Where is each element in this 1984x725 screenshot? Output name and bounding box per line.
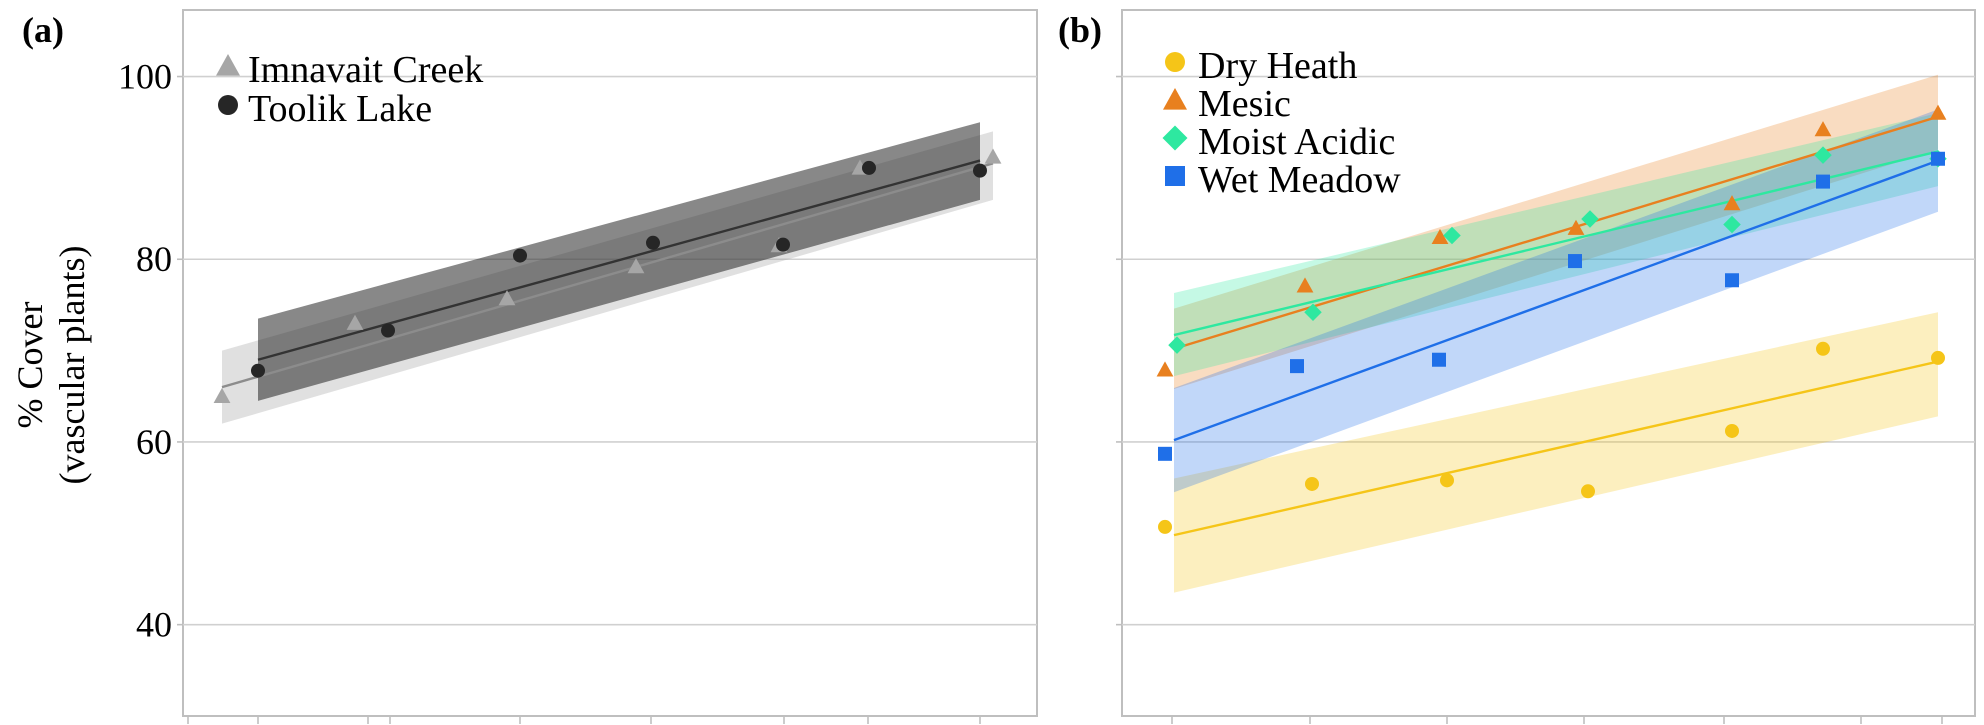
- y-tick-label-40: 40: [136, 605, 172, 645]
- data-point-dry-heath: [1158, 519, 1172, 534]
- data-point-wet-meadow: [1158, 446, 1172, 461]
- panel-b-series: [1156, 74, 1947, 593]
- data-point-moist-acidic: [1443, 226, 1461, 245]
- fit-line-wet-meadow: [1173, 159, 1939, 442]
- data-point-imnavait-creek: [627, 258, 645, 274]
- data-point-imnavait-creek: [213, 387, 231, 403]
- data-point-moist-acidic: [1723, 215, 1741, 234]
- y-axis-label-line-2: (vascular plants): [52, 246, 92, 485]
- panel-b-gridlines: [1116, 75, 1975, 626]
- legend-marker-wet-meadow: [1165, 166, 1185, 186]
- data-point-toolik-lake: [513, 248, 527, 263]
- data-point-mesic: [1723, 195, 1741, 211]
- panel-b-label: (b): [1058, 10, 1102, 50]
- panel-a-series: [213, 122, 1002, 424]
- y-tick-label-80: 80: [136, 239, 172, 279]
- y-axis-label-line-1: % Cover: [10, 302, 50, 429]
- legend-marker-dry-heath: [1165, 52, 1185, 72]
- data-point-moist-acidic: [1581, 210, 1599, 228]
- data-point-imnavait-creek: [498, 290, 516, 306]
- fit-line-mesic: [1173, 115, 1939, 350]
- confidence-band-dry-heath: [1174, 312, 1938, 593]
- data-point-moist-acidic: [1168, 336, 1186, 354]
- panel-b-x-ticks: [1171, 716, 1943, 724]
- confidence-band-moist-acidic: [1174, 113, 1938, 377]
- y-tick-label-100: 100: [118, 57, 172, 97]
- confidence-band-toolik-lake: [258, 122, 980, 401]
- legend-label-imnavait-creek: Imnavait Creek: [248, 49, 483, 91]
- fit-line-moist-acidic: [1173, 150, 1939, 337]
- data-point-mesic: [1431, 228, 1449, 245]
- data-point-mesic: [1296, 277, 1314, 293]
- data-point-mesic: [1156, 361, 1174, 377]
- panel-a: (a) % Cover (vascular plants) 406080100 …: [10, 9, 1038, 724]
- legend-label-mesic: Mesic: [1198, 83, 1291, 125]
- panel-a-x-ticks: [187, 716, 981, 724]
- data-point-wet-meadow: [1290, 359, 1304, 374]
- panel-a-label: (a): [22, 10, 64, 50]
- data-point-wet-meadow: [1725, 273, 1739, 288]
- legend-label-toolik-lake: Toolik Lake: [248, 88, 432, 130]
- data-point-wet-meadow: [1432, 352, 1446, 367]
- data-point-wet-meadow: [1816, 174, 1830, 189]
- data-point-dry-heath: [1725, 423, 1739, 438]
- panel-b-legend: Dry Heath Mesic Moist Acidic Wet Meadow: [1162, 45, 1401, 201]
- data-point-toolik-lake: [862, 160, 876, 175]
- legend-marker-imnavait-creek-shape: [216, 54, 240, 76]
- legend-label-dry-heath: Dry Heath: [1198, 45, 1357, 87]
- legend-marker-imnavait-creek: [216, 54, 240, 76]
- data-point-toolik-lake: [381, 323, 395, 338]
- data-point-dry-heath: [1581, 484, 1595, 499]
- legend-marker-moist-acidic: [1162, 125, 1188, 151]
- data-point-wet-meadow: [1568, 254, 1582, 269]
- data-point-toolik-lake: [776, 237, 790, 252]
- legend-marker-wet-meadow-shape: [1165, 166, 1185, 186]
- data-point-mesic: [1814, 121, 1832, 137]
- data-point-dry-heath: [1305, 476, 1319, 491]
- data-point-dry-heath: [1816, 341, 1830, 356]
- data-point-moist-acidic: [1814, 146, 1832, 164]
- panel-a-y-tick-labels: 40 60 80 100: [118, 57, 172, 645]
- data-point-toolik-lake: [646, 235, 660, 250]
- y-tick-label-60: 60: [136, 422, 172, 462]
- data-point-mesic: [1567, 219, 1585, 235]
- data-point-moist-acidic: [1304, 303, 1322, 321]
- panel-b: (b) Dry Heath Mesic Moist Acidic Wet Mea…: [1058, 9, 1976, 724]
- legend-marker-mesic-shape: [1163, 88, 1187, 110]
- data-point-dry-heath: [1931, 350, 1945, 365]
- fit-line-toolik-lake: [257, 159, 981, 361]
- data-point-imnavait-creek: [346, 314, 364, 330]
- fit-line-imnavait-creek: [221, 162, 994, 389]
- panel-b-frame: [1121, 9, 1976, 717]
- legend-label-moist-acidic: Moist Acidic: [1198, 121, 1395, 163]
- data-point-toolik-lake: [251, 363, 265, 378]
- data-point-dry-heath: [1440, 473, 1454, 488]
- data-point-toolik-lake: [973, 163, 987, 178]
- legend-label-wet-meadow: Wet Meadow: [1198, 159, 1401, 201]
- legend-marker-toolik-lake: [218, 95, 238, 115]
- panel-a-legend: Imnavait Creek Toolik Lake: [216, 49, 483, 130]
- data-point-wet-meadow: [1931, 151, 1945, 166]
- legend-marker-dry-heath-shape: [1165, 52, 1185, 72]
- data-point-imnavait-creek: [984, 148, 1002, 164]
- legend-marker-moist-acidic-shape: [1162, 125, 1188, 151]
- legend-marker-mesic: [1163, 88, 1187, 110]
- fit-line-dry-heath: [1173, 360, 1939, 537]
- data-point-mesic: [1929, 104, 1947, 120]
- legend-marker-toolik-lake-shape: [218, 95, 238, 115]
